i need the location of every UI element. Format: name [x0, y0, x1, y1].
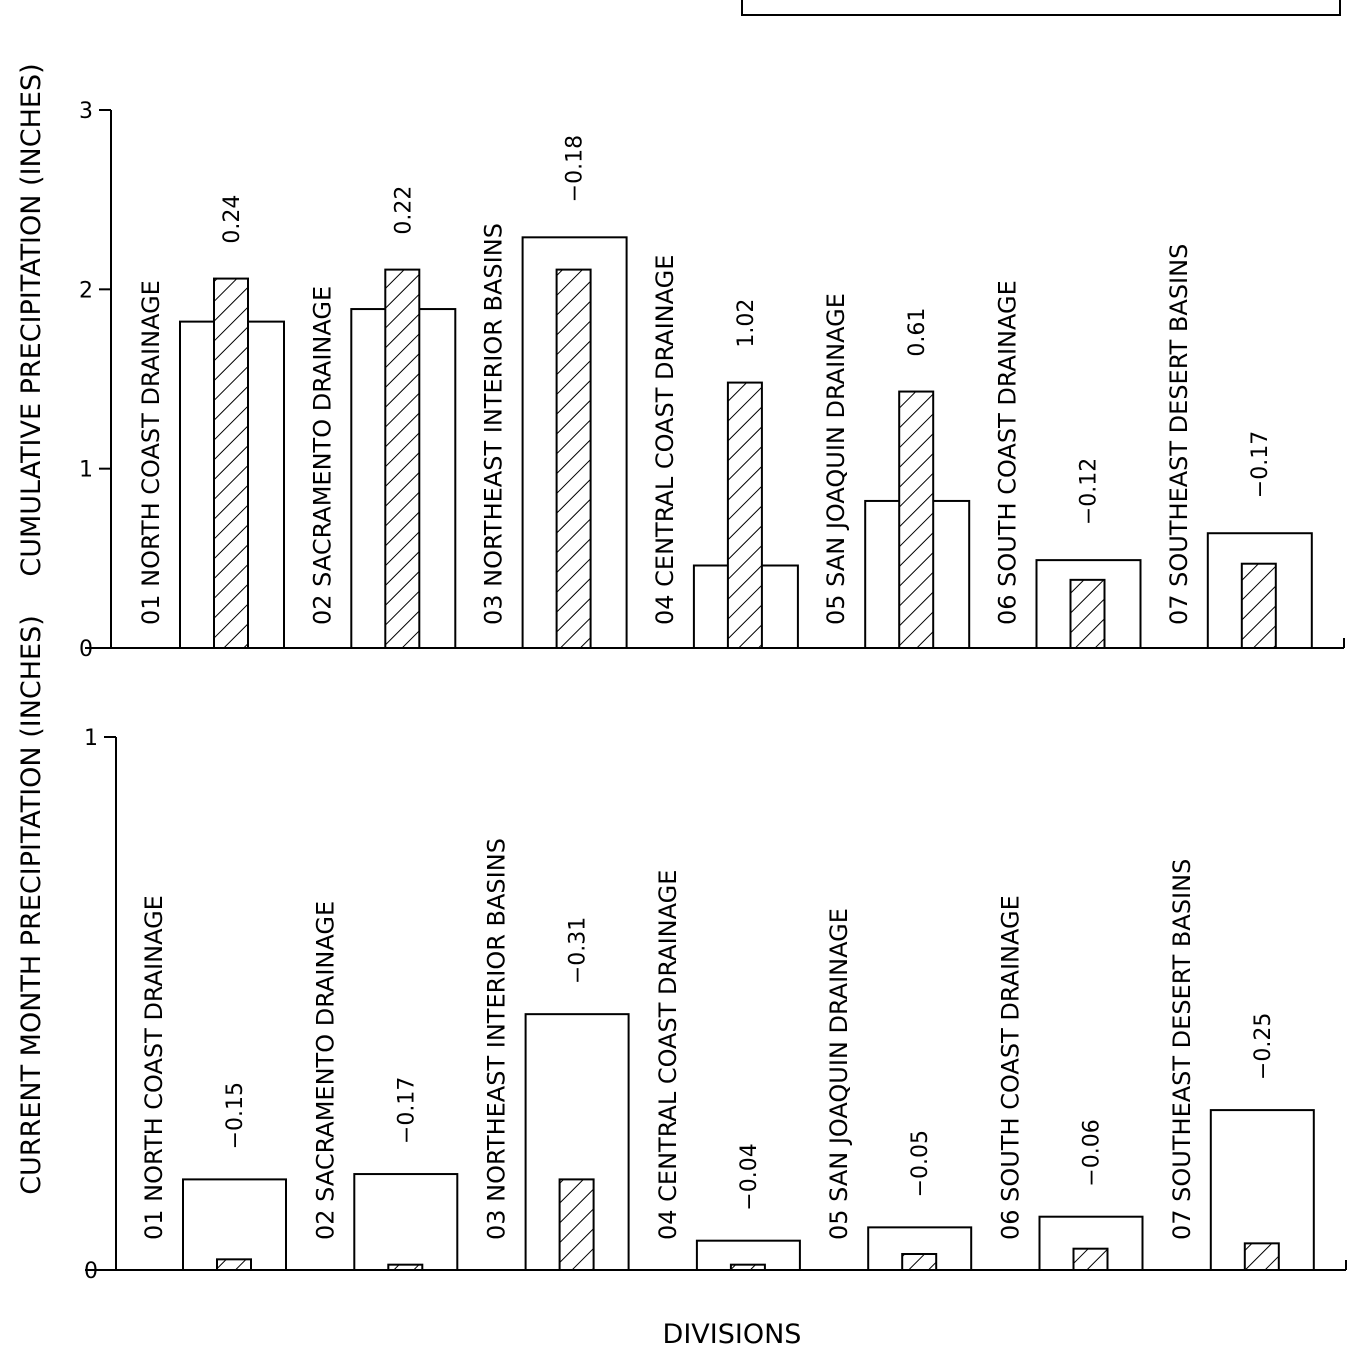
- bar-hatched-north-coast-drainage: [216, 1258, 252, 1271]
- departure-label-southeast-desert-basins: −0.17: [1248, 431, 1273, 498]
- bar-hatched-san-joaquin-drainage: [898, 390, 935, 649]
- division-label-southeast-desert-basins: 07 SOUTHEAST DESERT BASINS: [1165, 244, 1193, 625]
- division-label-south-coast-drainage: 06 SOUTH COAST DRAINAGE: [994, 280, 1022, 625]
- division-label-san-joaquin-drainage: 05 SAN JOAQUIN DRAINAGE: [822, 293, 850, 625]
- bar-hatched-northeast-interior-basins: [555, 268, 592, 649]
- division-label-south-coast-drainage: 06 SOUTH COAST DRAINAGE: [997, 895, 1025, 1240]
- bar-hatched-sacramento-drainage: [384, 268, 421, 649]
- division-label-southeast-desert-basins: 07 SOUTHEAST DESERT BASINS: [1168, 859, 1196, 1240]
- bar-hatched-northeast-interior-basins: [558, 1178, 595, 1272]
- bar-hatched-southeast-desert-basins: [1243, 1242, 1280, 1271]
- legend-box: [741, 0, 1341, 16]
- y-tick-label: 2: [79, 278, 93, 303]
- division-label-san-joaquin-drainage: 05 SAN JOAQUIN DRAINAGE: [825, 908, 853, 1240]
- division-label-central-coast-drainage: 04 CENTRAL COAST DRAINAGE: [651, 255, 679, 625]
- departure-label-central-coast-drainage: 1.02: [734, 299, 759, 348]
- bar-open-sacramento-drainage: [353, 1173, 459, 1272]
- departure-label-central-coast-drainage: −0.04: [737, 1143, 762, 1210]
- bar-open-north-coast-drainage: [182, 1178, 287, 1272]
- bar-hatched-central-coast-drainage: [726, 381, 763, 649]
- bar-hatched-north-coast-drainage: [213, 277, 249, 649]
- division-label-central-coast-drainage: 04 CENTRAL COAST DRAINAGE: [654, 870, 682, 1240]
- division-label-sacramento-drainage: 02 SACRAMENTO DRAINAGE: [308, 286, 336, 625]
- departure-label-south-coast-drainage: −0.12: [1077, 458, 1102, 525]
- division-label-northeast-interior-basins: 03 NORTHEAST INTERIOR BASINS: [483, 838, 511, 1240]
- y-tick-label: 3: [79, 99, 93, 124]
- departure-label-san-joaquin-drainage: 0.61: [905, 308, 930, 357]
- departure-label-san-joaquin-drainage: −0.05: [908, 1130, 933, 1197]
- division-label-sacramento-drainage: 02 SACRAMENTO DRAINAGE: [311, 901, 339, 1240]
- departure-label-north-coast-drainage: −0.15: [223, 1082, 248, 1149]
- y-axis-title: CUMULATIVE PRECIPITATION (INCHES): [16, 63, 47, 576]
- bar-hatched-central-coast-drainage: [729, 1263, 766, 1272]
- division-label-northeast-interior-basins: 03 NORTHEAST INTERIOR BASINS: [480, 223, 508, 625]
- division-label-north-coast-drainage: 01 NORTH COAST DRAINAGE: [137, 280, 165, 625]
- bar-hatched-southeast-desert-basins: [1240, 562, 1277, 649]
- departure-label-northeast-interior-basins: −0.31: [566, 917, 591, 984]
- bar-hatched-san-joaquin-drainage: [901, 1253, 938, 1272]
- departure-label-south-coast-drainage: −0.06: [1080, 1119, 1105, 1186]
- division-label-north-coast-drainage: 01 NORTH COAST DRAINAGE: [140, 895, 168, 1240]
- chart-panel-2: 0 1 CURRENT MONTH PRECIPITATION (INCHES) DI…: [16, 615, 1347, 1350]
- bar-hatched-sacramento-drainage: [387, 1263, 424, 1272]
- departure-label-sacramento-drainage: 0.22: [391, 186, 416, 235]
- departure-label-southeast-desert-basins: −0.25: [1251, 1013, 1276, 1080]
- y-tick-label: 0: [79, 637, 93, 662]
- departure-label-sacramento-drainage: −0.17: [394, 1077, 419, 1144]
- departure-label-northeast-interior-basins: −0.18: [563, 135, 588, 202]
- bar-hatched-south-coast-drainage: [1072, 1247, 1109, 1272]
- y-axis-title: CURRENT MONTH PRECIPITATION (INCHES): [16, 615, 47, 1195]
- x-axis-title: DIVISIONS: [663, 1319, 802, 1350]
- y-tick-label: 1: [84, 726, 98, 751]
- chart-panel-1: 0 1 2 3 CUMULATIVE PRECIPITATION (INCHES) 01 …: [16, 63, 1345, 662]
- departure-label-north-coast-drainage: 0.24: [220, 195, 245, 244]
- y-tick-label: 0: [84, 1259, 98, 1284]
- bar-hatched-south-coast-drainage: [1069, 578, 1106, 649]
- y-tick-label: 1: [79, 458, 93, 483]
